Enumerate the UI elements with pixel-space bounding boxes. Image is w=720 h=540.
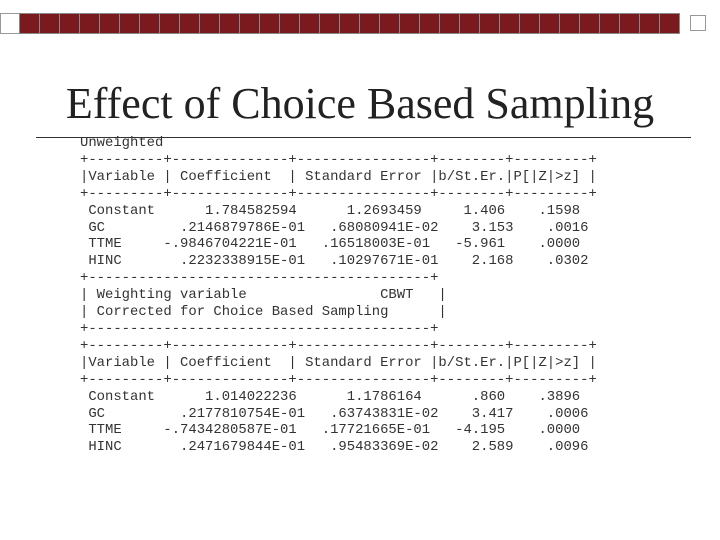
output-line: HINC .2232338915E-01 .10297671E-01 2.168… [80,253,589,270]
output-line: Constant 1.014022236 1.1786164 .860 .389… [80,388,581,405]
header-square [439,13,459,34]
header-square [559,13,579,34]
header-strip [0,13,680,34]
output-line: TTME -.9846704221E-01 .16518003E-01 -5.9… [80,236,581,253]
header-square [119,13,139,34]
output-line: +---------+--------------+--------------… [80,185,597,202]
header-square [499,13,519,34]
header-square [459,13,479,34]
output-line: +---------------------------------------… [80,320,439,337]
header-square [299,13,319,34]
header-square [259,13,279,34]
output-line: +---------+--------------+--------------… [80,371,597,388]
header-square [539,13,559,34]
header-square [639,13,659,34]
header-square [599,13,619,34]
header-square [319,13,339,34]
header-square [219,13,239,34]
header-square [79,13,99,34]
header-square [419,13,439,34]
output-line: +---------------------------------------… [80,270,439,287]
output-line: Constant 1.784582594 1.2693459 1.406 .15… [80,202,581,219]
output-line: TTME -.7434280587E-01 .17721665E-01 -4.1… [80,422,581,439]
output-line: | Corrected for Choice Based Sampling | [80,304,447,321]
title-divider [36,137,691,138]
header-square [59,13,79,34]
header-square [579,13,599,34]
decorative-header-bar [0,0,720,40]
header-square [619,13,639,34]
header-square [399,13,419,34]
header-square [19,13,39,34]
header-square [279,13,299,34]
slide-title: Effect of Choice Based Sampling [65,79,655,128]
output-line: +---------+--------------+--------------… [80,337,597,354]
output-line: |Variable | Coefficient | Standard Error… [80,354,597,371]
header-square [339,13,359,34]
output-line: Unweighted [80,135,164,151]
header-square [519,13,539,34]
output-line: +---------+--------------+--------------… [80,151,597,168]
header-square [239,13,259,34]
header-square [199,13,219,34]
output-line: HINC .2471679844E-01 .95483369E-02 2.589… [80,439,589,456]
header-square [159,13,179,34]
header-square-white [0,13,19,34]
header-square [179,13,199,34]
header-square [359,13,379,34]
output-line: GC .2146879786E-01 .68080941E-02 3.153 .… [80,219,589,236]
header-square [659,13,680,34]
corner-square [690,15,706,31]
output-line: |Variable | Coefficient | Standard Error… [80,168,597,185]
header-square [39,13,59,34]
header-square [479,13,499,34]
header-square [139,13,159,34]
output-line: GC .2177810754E-01 .63743831E-02 3.417 .… [80,405,589,422]
header-square [379,13,399,34]
header-square [99,13,119,34]
output-line: | Weighting variable CBWT | [80,287,447,304]
regression-output: Unweighted +---------+--------------+---… [80,135,597,456]
